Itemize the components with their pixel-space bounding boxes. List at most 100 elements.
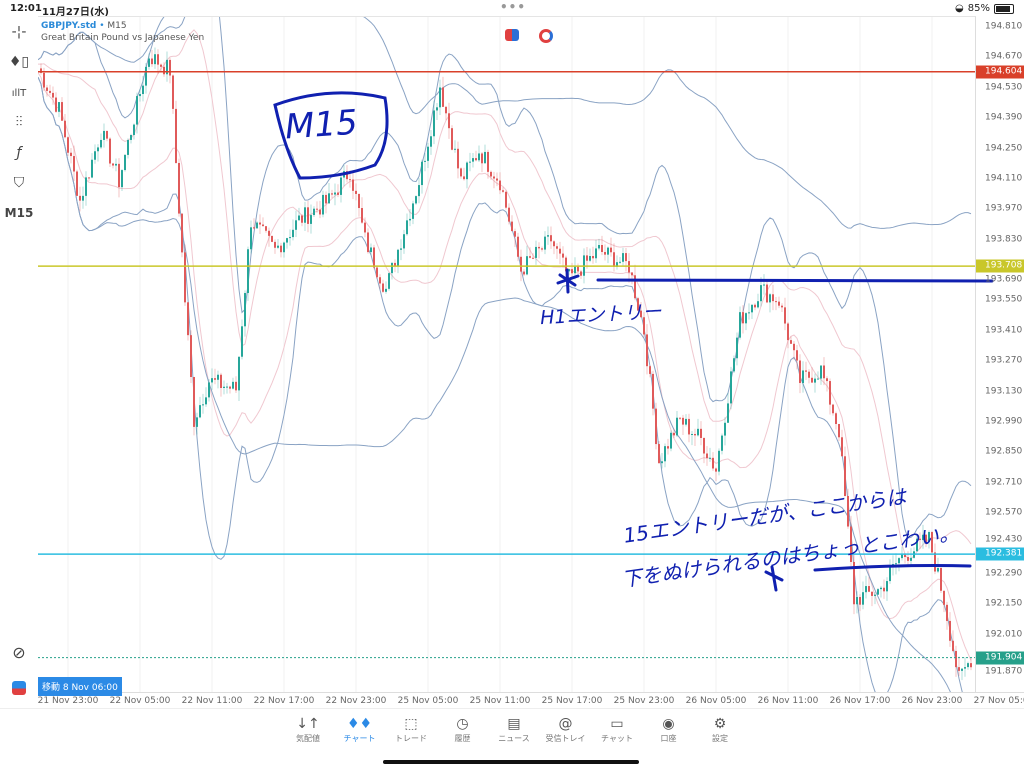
candle-body [667,446,669,449]
candle-body [535,246,537,258]
candle-body [649,366,651,374]
nav-icon: @ [558,716,573,732]
candle-body [868,586,870,592]
chart-area[interactable] [38,16,976,693]
candle-body [193,377,195,427]
move-to-date-badge[interactable]: 移動 8 Nov 06:00 [38,677,122,696]
chart-search-icon[interactable]: ⊘ [12,642,26,662]
price-tick: 193.550 [985,294,1023,305]
candle-body [421,161,423,186]
nav-item-5[interactable]: @ 受信トレイ [536,715,596,744]
nav-label: 口座 [660,734,677,743]
time-tick: 26 Nov 23:00 [901,696,963,706]
candle-body [589,256,591,261]
candle-body [862,592,864,605]
candle-body [142,85,144,95]
candle-body [817,378,819,380]
candle-body [139,94,141,97]
candle-body [739,312,741,338]
candle-body [718,450,720,472]
candle-body [697,428,699,436]
battery-status: ◒ 85% [955,3,1014,14]
nav-icon: ⚙ [713,716,727,732]
battery-percent: 85% [967,3,990,14]
time-tick: 26 Nov 11:00 [757,696,819,706]
candle-body [544,236,546,250]
candle-body [424,160,426,162]
nav-item-1[interactable]: ♦♦ チャート [330,715,390,744]
candle-body [442,87,444,107]
candle-body [418,185,420,197]
candle-body [208,382,210,398]
nav-item-6[interactable]: ▭ チャット [587,715,647,744]
candlestick-icon[interactable]: ♦▯ [8,54,30,70]
candle-body [652,373,654,409]
nav-label: ニュース [498,734,530,743]
price-tick: 194.110 [985,173,1023,184]
candle-body [520,256,522,272]
candle-body [703,437,705,454]
time-axis[interactable]: 21 Nov 23:00 22 Nov 05:00 22 Nov 11:00 22 N… [38,692,1024,709]
nav-icon: ↓↑ [296,716,320,732]
candle-body [964,667,966,669]
nav-item-8[interactable]: ⚙ 設定 [690,715,750,744]
candle-body [769,294,771,303]
candle-body [427,146,429,161]
buy-sell-icon[interactable] [505,29,519,41]
candle-body [232,381,234,389]
candle-body [43,72,45,88]
indicators-icon[interactable]: ıllT [11,87,27,99]
candle-body [280,245,282,253]
one-click-trading-icon[interactable] [4,676,34,700]
candle-body [85,177,87,196]
candle-body [55,97,57,112]
candle-body [532,257,534,259]
candle-body [847,496,849,527]
candle-body [646,334,648,367]
candle-body [580,271,582,276]
price-level-label: 194.604 [976,65,1024,79]
annotation-note-arrow [764,565,784,592]
nav-item-7[interactable]: ◉ 口座 [639,715,699,744]
nav-item-2[interactable]: ⬚ トレード [381,715,441,744]
candle-body [403,234,405,249]
candle-body [58,102,60,112]
crosshair-icon[interactable]: -¦- [11,24,27,40]
candle-body [778,301,780,306]
candle-body [337,192,339,195]
sliders-icon[interactable]: ⫶⫶ [15,114,23,130]
candle-body [601,245,603,252]
objects-icon[interactable]: ⛉ [13,175,25,191]
nav-item-3[interactable]: ◷ 履歴 [433,715,493,744]
time-tick: 27 Nov 05:00 [973,696,1024,706]
price-tick: 193.830 [985,234,1023,245]
candle-body [259,222,261,225]
candle-body [919,538,921,541]
candle-body [178,162,180,214]
timeframe-button[interactable]: M15 [4,206,34,220]
candle-body [676,417,678,436]
time-tick: 25 Nov 11:00 [469,696,531,706]
candle-body [376,267,378,278]
annotation-m15: M15 [283,102,359,148]
candle-body [64,120,66,138]
candle-body [88,177,90,179]
candle-body [796,350,798,361]
home-indicator[interactable] [383,760,639,764]
nav-item-0[interactable]: ↓↑ 気配値 [278,715,338,744]
more-icon[interactable]: ••• [500,0,527,14]
nav-item-4[interactable]: ▤ ニュース [484,715,544,744]
candle-body [229,386,231,389]
candle-body [406,220,408,235]
depth-of-market-icon[interactable] [539,29,553,43]
candle-body [409,218,411,221]
candle-body [154,54,156,65]
candle-body [958,667,960,671]
candle-body [895,563,897,565]
price-axis[interactable]: 194.810 194.670 194.530 194.390 194.250 194.1… [976,16,1024,692]
candle-body [838,424,840,438]
bollinger-upper [38,17,972,539]
function-icon[interactable]: ƒ [16,145,22,161]
candle-body [121,170,123,188]
candle-body [202,404,204,406]
